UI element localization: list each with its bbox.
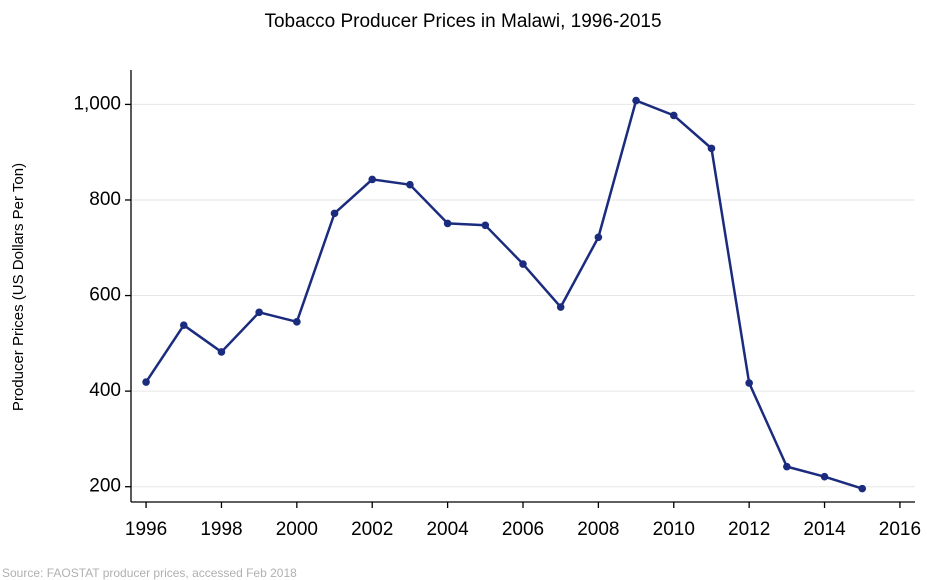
marker [707, 144, 716, 153]
marker [293, 318, 301, 326]
marker [745, 379, 753, 387]
x-tick-label: 2002 [351, 519, 393, 540]
y-tick-label: 1,000 [73, 93, 121, 114]
marker [519, 260, 527, 268]
marker [783, 462, 791, 471]
source-note: Source: FAOSTAT producer prices, accesse… [2, 566, 297, 580]
x-tick-label: 2000 [276, 519, 318, 540]
y-tick-label: 800 [89, 189, 121, 210]
marker [255, 308, 263, 317]
marker [142, 378, 150, 386]
marker [556, 303, 565, 311]
x-tick-label: 2012 [728, 519, 770, 540]
y-tick-label: 200 [89, 476, 121, 497]
y-tick-label: 600 [89, 285, 121, 306]
x-tick-label: 2010 [653, 519, 695, 540]
x-tick-label: 2008 [577, 519, 619, 540]
x-tick-label: 2006 [502, 519, 544, 540]
marker [217, 348, 226, 356]
y-axis-label: Producer Prices (US Dollars Per Ton) [10, 163, 27, 411]
marker [632, 96, 640, 105]
marker [669, 111, 678, 120]
x-tick-label: 2004 [426, 519, 469, 540]
marker [481, 221, 490, 230]
x-tick-label: 2016 [879, 519, 921, 540]
marker [406, 180, 414, 189]
x-tick-label: 2014 [803, 519, 846, 540]
line [145, 99, 863, 490]
marker [368, 175, 377, 184]
chart-title: Tobacco Producer Prices in Malawi, 1996-… [264, 11, 661, 32]
marker [443, 219, 452, 228]
y-tick-label: 400 [89, 380, 121, 401]
marker [820, 472, 829, 481]
x-tick-label: 1998 [200, 519, 242, 540]
marker [594, 233, 603, 242]
x-tick-label: 1996 [125, 519, 167, 540]
marker [330, 209, 339, 218]
marker [179, 321, 188, 329]
marker [858, 484, 867, 493]
